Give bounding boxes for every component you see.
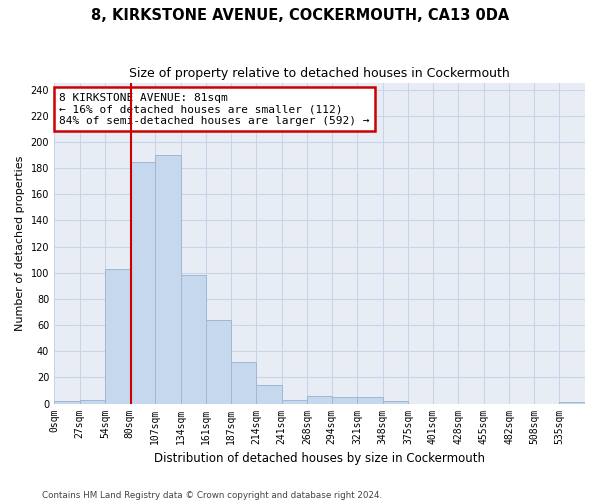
Bar — [80, 400, 105, 404]
Text: 8 KIRKSTONE AVENUE: 81sqm
← 16% of detached houses are smaller (112)
84% of semi: 8 KIRKSTONE AVENUE: 81sqm ← 16% of detac… — [59, 92, 370, 126]
Bar — [559, 402, 585, 404]
Bar — [105, 269, 130, 404]
Bar — [54, 401, 80, 404]
Bar — [332, 397, 358, 404]
Y-axis label: Number of detached properties: Number of detached properties — [15, 156, 25, 331]
X-axis label: Distribution of detached houses by size in Cockermouth: Distribution of detached houses by size … — [154, 452, 485, 465]
Text: 8, KIRKSTONE AVENUE, COCKERMOUTH, CA13 0DA: 8, KIRKSTONE AVENUE, COCKERMOUTH, CA13 0… — [91, 8, 509, 22]
Text: Contains HM Land Registry data © Crown copyright and database right 2024.: Contains HM Land Registry data © Crown c… — [42, 490, 382, 500]
Bar — [383, 401, 409, 404]
Bar — [130, 162, 155, 404]
Bar — [307, 396, 332, 404]
Bar — [256, 385, 282, 404]
Bar — [231, 362, 256, 404]
Bar — [155, 155, 181, 404]
Bar — [282, 400, 307, 404]
Bar — [181, 276, 206, 404]
Title: Size of property relative to detached houses in Cockermouth: Size of property relative to detached ho… — [129, 68, 510, 80]
Bar — [358, 397, 383, 404]
Bar — [206, 320, 231, 404]
